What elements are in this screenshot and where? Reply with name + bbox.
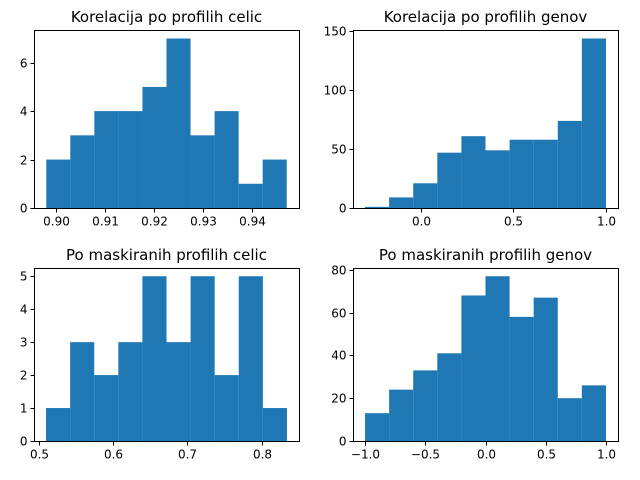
histogram-bar [142, 86, 167, 208]
y-tick-label: 40 [331, 349, 346, 363]
x-tick-label: 1.0 [597, 215, 616, 229]
histogram-bar [262, 159, 287, 208]
x-tick-label: 0.0 [412, 215, 431, 229]
axes-frame [353, 30, 619, 209]
histogram-bar [413, 183, 438, 208]
histogram-bar [190, 276, 215, 441]
histogram-bar [46, 159, 71, 208]
histogram-bar [533, 139, 558, 208]
subplot-3: 0.5 0.6 0.7 0.8 0 1 2 3 4 5 Po maskiranih profilih… [20, 246, 300, 462]
subplot-title: Korelacija po profilih genov [384, 8, 588, 26]
x-tick-label: 0.90 [43, 215, 70, 229]
histogram-bar [238, 183, 263, 208]
x-tick-label: 0.7 [178, 448, 197, 462]
histogram-bar [461, 295, 486, 441]
histogram-bar [389, 389, 414, 441]
histogram-bar [533, 297, 558, 441]
histogram-bar [389, 197, 414, 208]
x-tick-label: 0.6 [104, 448, 123, 462]
y-tick-label: 2 [20, 154, 28, 168]
y-tick-label: 150 [324, 25, 347, 39]
histogram-bar [581, 38, 606, 208]
x-tick-label: 0.8 [253, 448, 272, 462]
subplot-title: Po maskiranih profilih celic [66, 246, 267, 264]
histogram-bar [118, 111, 143, 208]
x-tick-label: −0.5 [411, 448, 440, 462]
y-tick-label: 2 [20, 369, 28, 383]
y-tick-label: 1 [20, 402, 28, 416]
x-tick-label: 0.5 [537, 448, 556, 462]
x-tick-label: 0.92 [141, 215, 168, 229]
x-tick-label: 0.0 [477, 448, 496, 462]
y-tick-label: 4 [20, 303, 28, 317]
histogram-bar [238, 276, 263, 441]
histogram-bar [166, 342, 191, 441]
histogram-bar [485, 150, 510, 208]
x-tick-label: 0.91 [92, 215, 119, 229]
histogram-bar [70, 135, 95, 208]
y-tick-label: 0 [20, 435, 28, 449]
y-tick-label: 4 [20, 105, 28, 119]
histogram-bar [581, 385, 606, 441]
axes-frame [34, 268, 300, 442]
subplot-title: Po maskiranih profilih genov [379, 246, 592, 264]
histogram-bar [461, 136, 486, 208]
histogram-bar [437, 152, 462, 208]
y-tick-label: 60 [331, 307, 346, 321]
x-tick-label: 0.93 [190, 215, 217, 229]
histogram-bar [365, 413, 390, 441]
subplot-2: 0.0 0.5 1.0 0 50 100 150 Korelacija po profilih… [324, 8, 619, 229]
histogram-bar [166, 38, 191, 208]
histogram-bar [437, 353, 462, 441]
histogram-bar [485, 276, 510, 441]
subplot-title: Korelacija po profilih celic [71, 8, 262, 26]
histogram-bar [118, 342, 143, 441]
histogram-bar [509, 139, 534, 208]
y-tick-label: 80 [331, 264, 346, 278]
y-tick-label: 100 [324, 84, 347, 98]
histogram-bar [262, 408, 287, 441]
x-tick-label: 0.5 [504, 215, 523, 229]
subplot-4: −1.0 −0.5 0.0 0.5 1.0 0 20 40 60 80 Po maskiranih … [331, 246, 619, 462]
histogram-bar [365, 206, 390, 208]
histogram-bar [94, 375, 119, 441]
y-tick-label: 0 [20, 202, 28, 216]
y-tick-label: 3 [20, 336, 28, 350]
y-tick-label: 0 [339, 202, 347, 216]
histogram-bar [557, 398, 582, 441]
x-tick-label: 1.0 [597, 448, 616, 462]
y-tick-label: 0 [339, 435, 347, 449]
histogram-bar [214, 111, 239, 208]
histogram-bar [142, 276, 167, 441]
y-tick-label: 5 [20, 270, 28, 284]
histogram-bar [190, 135, 215, 208]
y-tick-label: 50 [331, 143, 346, 157]
subplot-1: 0.90 0.91 0.92 0.93 0.94 0 2 4 6 Korelacija po pr… [20, 8, 300, 229]
histogram-bar [70, 342, 95, 441]
histogram-bar [557, 120, 582, 208]
axes-frame [34, 30, 300, 209]
histogram-bar [94, 111, 119, 208]
histogram-bar [509, 316, 534, 441]
y-tick-label: 6 [20, 57, 28, 71]
histogram-bar [413, 370, 438, 441]
x-tick-label: 0.94 [239, 215, 266, 229]
histogram-bar [214, 375, 239, 441]
x-tick-label: −1.0 [351, 448, 380, 462]
histogram-bar [46, 408, 71, 441]
y-tick-label: 20 [331, 392, 346, 406]
x-tick-label: 0.5 [30, 448, 49, 462]
